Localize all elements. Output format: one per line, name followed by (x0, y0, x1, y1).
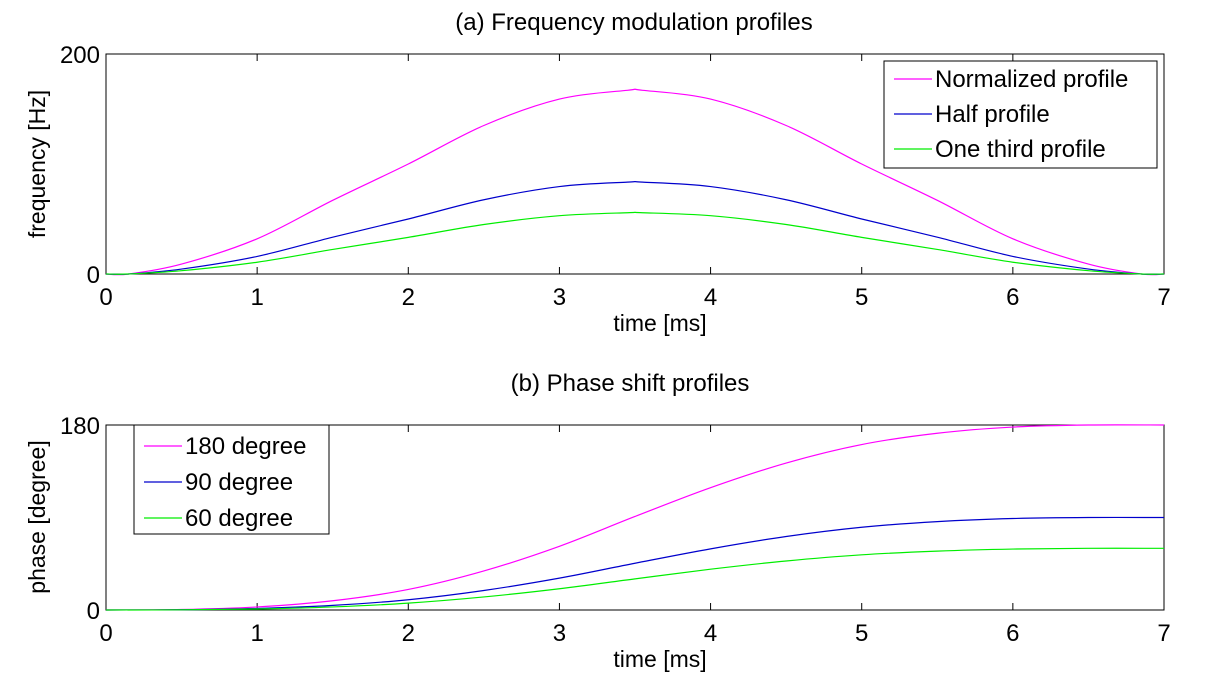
y-tick-label: 0 (87, 262, 100, 289)
x-tick-label: 2 (402, 620, 415, 647)
x-tick-label: 3 (553, 284, 566, 311)
x-tick-label: 0 (99, 284, 112, 311)
series-lines (105, 424, 1165, 611)
x-tick-label: 3 (553, 620, 566, 647)
x-tick-label: 0 (99, 620, 112, 647)
x-tick-label: 4 (704, 284, 717, 311)
legend-label: Half profile (935, 101, 1050, 128)
legend-entries: Normalized profile Half profile One third … (894, 66, 1128, 163)
y-tick-label: 180 (60, 413, 100, 440)
series-line (105, 547, 1165, 611)
x-tick-label: 5 (855, 284, 868, 311)
x-tick-label: 7 (1157, 620, 1170, 647)
x-axis-label: time [ms] (613, 646, 706, 672)
series-line (105, 181, 1165, 275)
x-tick-label: 5 (855, 620, 868, 647)
x-tick-label: 6 (1006, 284, 1019, 311)
series-line (105, 211, 1165, 275)
legend-label: One third profile (935, 136, 1106, 163)
series-lines (105, 88, 1165, 276)
x-tick-label: 4 (704, 620, 717, 647)
x-tick-label: 1 (250, 284, 263, 311)
chart-title: (b) Phase shift profiles (511, 370, 750, 397)
legend-label: 90 degree (185, 469, 293, 496)
y-tick-label: 200 (60, 42, 100, 69)
phase-panel: (b) Phase shift profiles 0 1 2 3 4 5 6 7 0 180 t… (24, 370, 1171, 672)
series-line (105, 516, 1165, 611)
legend-label: Normalized profile (935, 66, 1128, 93)
y-axis: 0 200 (60, 42, 1164, 289)
legend-entries: 180 degree 90 degree 60 degree (144, 433, 306, 532)
legend: Normalized profile Half profile One third … (883, 60, 1158, 169)
frequency-panel: (a) Frequency modulation profiles 0 1 2 3 4 5… (24, 9, 1171, 336)
series-line (105, 424, 1165, 611)
x-tick-label: 1 (250, 620, 263, 647)
x-tick-label: 6 (1006, 620, 1019, 647)
legend: 180 degree 90 degree 60 degree (133, 424, 330, 535)
x-axis: 0 1 2 3 4 5 6 7 (99, 54, 1171, 311)
series-line (105, 88, 1165, 276)
y-axis-label: frequency [Hz] (24, 90, 50, 238)
y-tick-label: 0 (87, 598, 100, 625)
chart-title: (a) Frequency modulation profiles (455, 9, 813, 36)
y-axis: 0 180 (60, 413, 1164, 625)
legend-label: 60 degree (185, 505, 293, 532)
x-tick-label: 7 (1157, 284, 1170, 311)
x-axis: 0 1 2 3 4 5 6 7 (99, 425, 1171, 647)
legend-label: 180 degree (185, 433, 306, 460)
x-tick-label: 2 (402, 284, 415, 311)
legend-box (133, 424, 330, 535)
y-axis-label: phase [degree] (24, 440, 50, 593)
x-axis-label: time [ms] (613, 310, 706, 336)
